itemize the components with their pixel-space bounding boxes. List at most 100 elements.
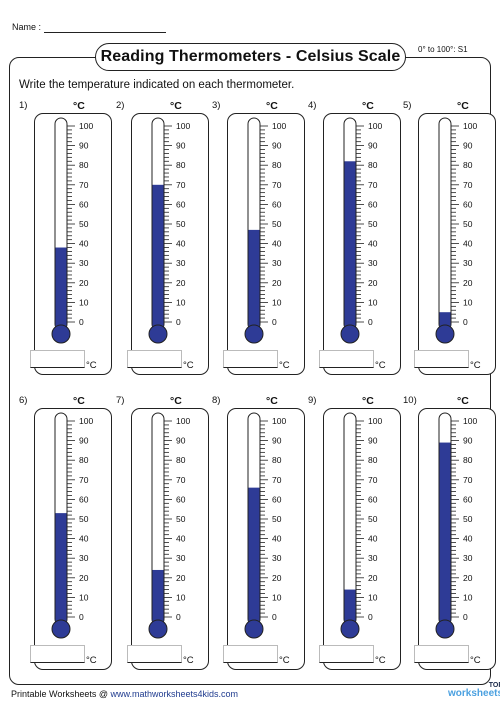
scale-label: 70 (176, 475, 186, 485)
scale-label: 30 (368, 258, 378, 268)
question-number: 2) (116, 100, 125, 111)
answer-input[interactable] (30, 350, 85, 368)
unit-label: °C (170, 100, 182, 112)
scale-label: 100 (272, 121, 286, 131)
scale-label: 0 (368, 612, 373, 622)
mercury-column (439, 312, 451, 334)
scale-label: 20 (79, 573, 89, 583)
scale-label: 0 (272, 612, 277, 622)
answer-unit: °C (279, 655, 290, 666)
answer-input[interactable] (223, 645, 278, 663)
answer-unit: °C (183, 360, 194, 371)
scale-label: 80 (463, 455, 473, 465)
scale-label: 90 (368, 436, 378, 446)
scale-label: 30 (272, 553, 282, 563)
scale-label: 50 (79, 514, 89, 524)
unit-label: °C (73, 395, 85, 407)
scale-label: 60 (463, 494, 473, 504)
scale-label: 50 (272, 514, 282, 524)
mercury-column (55, 513, 67, 629)
scale-label: 30 (368, 553, 378, 563)
thermometer-bulb (340, 324, 360, 344)
brand-line2: worksheets (448, 688, 500, 699)
scale-label: 100 (368, 416, 382, 426)
question-number: 1) (19, 100, 28, 111)
answer-input[interactable] (319, 350, 374, 368)
scale-label: 20 (176, 573, 186, 583)
scale-label: 50 (463, 219, 473, 229)
scale-label: 50 (176, 514, 186, 524)
scale-label: 100 (79, 416, 93, 426)
scale-label: 20 (176, 278, 186, 288)
scale-label: 50 (368, 514, 378, 524)
answer-input[interactable] (30, 645, 85, 663)
scale-label: 70 (79, 180, 89, 190)
scale-label: 20 (368, 573, 378, 583)
thermometer-card: °C 100 90 80 70 60 50 40 30 20 10 0 (323, 395, 401, 670)
scale-label: 40 (176, 239, 186, 249)
scale-label: 30 (79, 553, 89, 563)
name-input-line[interactable] (44, 32, 166, 33)
answer-input[interactable] (127, 645, 182, 663)
answer-unit: °C (375, 655, 386, 666)
mercury-column (439, 442, 451, 629)
scale-label: 100 (463, 416, 477, 426)
scale-label: 0 (463, 317, 468, 327)
mercury-column (55, 247, 67, 334)
scale-label: 90 (176, 436, 186, 446)
scale-label: 0 (79, 317, 84, 327)
scale-label: 60 (79, 494, 89, 504)
scale-label: 20 (368, 278, 378, 288)
footer-site-link[interactable]: www.mathworksheets4kids.com (110, 689, 239, 699)
scale-label: 20 (463, 573, 473, 583)
answer-input[interactable] (414, 645, 469, 663)
scale-label: 100 (176, 416, 190, 426)
scale-label: 20 (79, 278, 89, 288)
scale-label: 70 (463, 475, 473, 485)
answer-unit: °C (86, 655, 97, 666)
scale-label: 100 (272, 416, 286, 426)
scale-label: 100 (368, 121, 382, 131)
scale-label: 40 (79, 534, 89, 544)
thermometer-card: °C 100 90 80 70 60 50 40 30 20 10 0 (227, 395, 305, 670)
answer-input[interactable] (319, 645, 374, 663)
scale-label: 40 (368, 239, 378, 249)
scale-label: 30 (463, 553, 473, 563)
answer-unit: °C (183, 655, 194, 666)
thermometer-bulb (340, 619, 360, 639)
thermometer-card: °C 100 90 80 70 60 50 40 30 20 10 0 (131, 395, 209, 670)
scale-label: 50 (368, 219, 378, 229)
scale-label: 10 (463, 592, 473, 602)
unit-label: °C (73, 100, 85, 112)
question-number: 3) (212, 100, 221, 111)
mercury-column (152, 184, 164, 334)
mercury-column (344, 161, 356, 334)
thermometer-bulb (51, 619, 71, 639)
scale-label: 80 (79, 455, 89, 465)
scale-label: 80 (176, 455, 186, 465)
scale-label: 10 (368, 297, 378, 307)
answer-input[interactable] (414, 350, 469, 368)
thermometer-card: °C 100 90 80 70 60 50 40 30 20 10 0 (34, 100, 112, 375)
scale-label: 40 (463, 534, 473, 544)
scale-label: 50 (79, 219, 89, 229)
answer-input[interactable] (127, 350, 182, 368)
scale-label: 80 (272, 455, 282, 465)
answer-input[interactable] (223, 350, 278, 368)
footer-credit: Printable Worksheets @ www.mathworksheet… (11, 689, 238, 699)
question-number: 5) (403, 100, 412, 111)
scale-label: 10 (463, 297, 473, 307)
scale-label: 40 (368, 534, 378, 544)
scale-label: 30 (176, 258, 186, 268)
scale-label: 10 (79, 592, 89, 602)
scale-label: 10 (176, 297, 186, 307)
unit-label: °C (457, 100, 469, 112)
scale-label: 50 (463, 514, 473, 524)
scale-label: 80 (272, 160, 282, 170)
scale-label: 40 (176, 534, 186, 544)
